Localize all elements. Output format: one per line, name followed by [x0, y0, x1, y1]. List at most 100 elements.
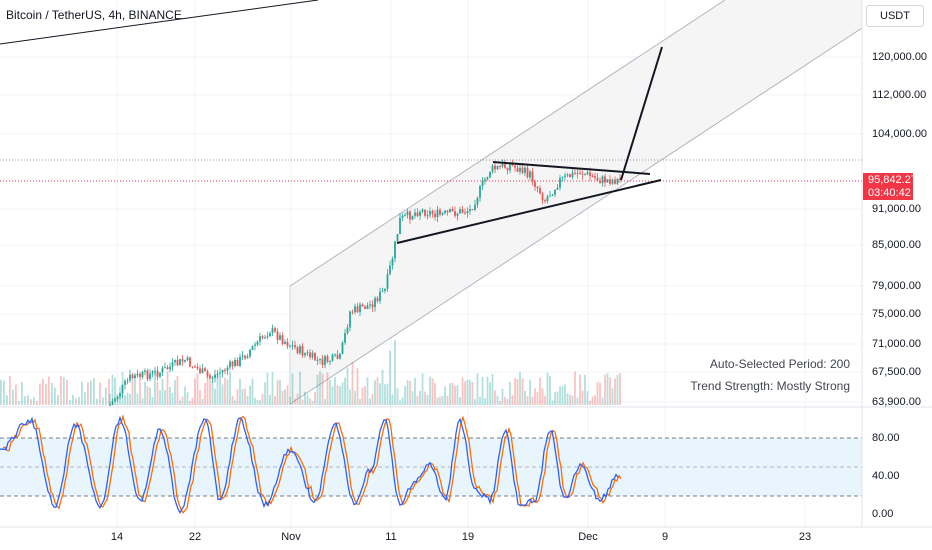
candle-body — [361, 304, 364, 307]
candle-body — [596, 177, 599, 181]
volume-bar — [349, 389, 351, 405]
volume-bar — [564, 384, 566, 405]
volume-bar — [6, 395, 8, 405]
volume-bar — [154, 371, 156, 405]
volume-bar — [191, 397, 194, 405]
candle-body — [611, 179, 614, 184]
volume-bar — [361, 387, 364, 405]
candle-body — [236, 360, 239, 367]
volume-bar — [386, 383, 389, 405]
volume-bar — [481, 376, 484, 405]
volume-bar — [476, 373, 479, 405]
candle-body — [599, 180, 601, 184]
volume-bar — [256, 400, 259, 405]
candle-body — [506, 167, 509, 171]
volume-bar — [511, 395, 514, 405]
volume-bar — [479, 396, 481, 405]
volume-bar — [429, 376, 431, 405]
volume-bar — [326, 372, 329, 405]
candle-body — [296, 347, 299, 354]
candle-body — [161, 367, 164, 373]
currency-selector[interactable]: USDT — [866, 5, 924, 27]
candle-body — [171, 362, 174, 367]
volume-bar — [48, 376, 50, 405]
volume-bar — [102, 397, 104, 405]
candle-body — [364, 306, 366, 309]
volume-bar — [509, 381, 511, 405]
candle-body — [374, 298, 376, 308]
candle-body — [394, 241, 396, 259]
volume-bar — [174, 380, 176, 405]
volume-bar — [249, 385, 251, 405]
candle-body — [109, 404, 111, 406]
volume-bar — [351, 362, 354, 405]
volume-bar — [156, 381, 159, 405]
volume-bar — [105, 387, 107, 405]
volume-bar — [114, 377, 116, 405]
auto-period-info: Auto-Selected Period: 200 — [709, 357, 850, 371]
volume-bar — [489, 382, 491, 405]
volume-bar — [27, 395, 29, 405]
candle-body — [414, 212, 416, 216]
candle-body — [391, 258, 394, 266]
candle-body — [121, 384, 124, 394]
volume-bar — [506, 398, 509, 405]
volume-bar — [286, 385, 289, 405]
candle-body — [181, 359, 184, 362]
candle-body — [571, 172, 574, 178]
volume-bar — [556, 391, 559, 405]
volume-bar — [576, 397, 579, 405]
candle-body — [334, 354, 336, 356]
volume-bar — [289, 396, 291, 405]
volume-bar — [446, 395, 449, 405]
candle-body — [204, 368, 206, 372]
candle-body — [441, 213, 444, 215]
symbol-title[interactable]: Bitcoin / TetherUS, 4h, BINANCE — [6, 8, 182, 22]
candle-body — [431, 210, 434, 214]
candle-body — [274, 328, 276, 332]
candle-body — [569, 174, 571, 178]
candle-body — [224, 369, 226, 371]
candle-body — [141, 371, 144, 378]
candle-body — [349, 311, 351, 328]
candle-body — [419, 211, 421, 216]
volume-bar — [436, 397, 439, 405]
candle-body — [356, 306, 359, 313]
volume-bar — [304, 391, 306, 405]
candle-body — [614, 179, 616, 184]
regression-channel-fill — [290, 0, 862, 404]
volume-bar — [321, 373, 324, 405]
candle-body — [341, 342, 344, 354]
candle-body — [514, 165, 516, 168]
candle-body — [619, 178, 621, 180]
candle-body — [584, 174, 586, 176]
volume-bar — [179, 400, 181, 405]
candle-body — [604, 176, 606, 183]
candle-body — [239, 356, 241, 367]
volume-bar — [544, 395, 546, 405]
volume-bar — [591, 396, 594, 405]
volume-bar — [196, 373, 199, 405]
volume-bar — [399, 400, 401, 405]
candle-body — [206, 371, 209, 376]
candle-body — [281, 335, 284, 344]
candle-body — [494, 165, 496, 170]
candle-body — [316, 359, 319, 361]
volume-bar — [229, 371, 231, 405]
price-label: 85,000.00 — [872, 239, 921, 251]
volume-bar — [324, 399, 326, 405]
volume-bar — [596, 382, 599, 405]
volume-bar — [131, 377, 134, 405]
volume-bar — [126, 392, 129, 405]
volume-bar — [78, 396, 80, 405]
candle-body — [151, 371, 154, 374]
candle-body — [184, 359, 186, 362]
volume-bar — [144, 381, 146, 405]
volume-bar — [551, 400, 554, 405]
volume-bar — [99, 382, 101, 405]
volume-bar — [251, 378, 254, 405]
volume-bar — [531, 396, 534, 405]
volume-bar — [444, 386, 446, 405]
candle-body — [416, 212, 419, 216]
